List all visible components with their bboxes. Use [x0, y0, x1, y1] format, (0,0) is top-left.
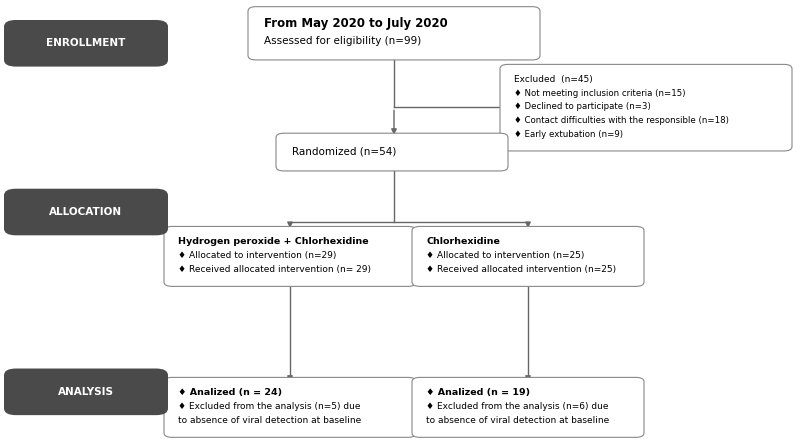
Text: Chlorhexidine: Chlorhexidine: [426, 237, 500, 246]
FancyBboxPatch shape: [412, 226, 644, 286]
Text: ♦ Contact difficulties with the responsible (n=18): ♦ Contact difficulties with the responsi…: [514, 116, 730, 125]
Text: Randomized (n=54): Randomized (n=54): [292, 146, 396, 156]
Text: ♦ Excluded from the analysis (n=6) due: ♦ Excluded from the analysis (n=6) due: [426, 402, 609, 411]
Text: ♦ Not meeting inclusion criteria (n=15): ♦ Not meeting inclusion criteria (n=15): [514, 89, 686, 98]
Text: ♦ Excluded from the analysis (n=5) due: ♦ Excluded from the analysis (n=5) due: [178, 402, 361, 411]
Text: ♦ Received allocated intervention (n= 29): ♦ Received allocated intervention (n= 29…: [178, 266, 371, 274]
Text: Hydrogen peroxide + Chlorhexidine: Hydrogen peroxide + Chlorhexidine: [178, 237, 369, 246]
Text: ALLOCATION: ALLOCATION: [50, 207, 122, 217]
Text: ENROLLMENT: ENROLLMENT: [46, 38, 126, 48]
FancyBboxPatch shape: [248, 7, 540, 60]
Text: ♦ Declined to participate (n=3): ♦ Declined to participate (n=3): [514, 103, 651, 111]
FancyBboxPatch shape: [276, 133, 508, 171]
Text: ♦ Analized (n = 24): ♦ Analized (n = 24): [178, 388, 282, 397]
Text: ♦ Allocated to intervention (n=29): ♦ Allocated to intervention (n=29): [178, 251, 337, 260]
FancyBboxPatch shape: [412, 377, 644, 437]
Text: Excluded  (n=45): Excluded (n=45): [514, 75, 593, 84]
Text: ♦ Allocated to intervention (n=25): ♦ Allocated to intervention (n=25): [426, 251, 585, 260]
Text: ♦ Early extubation (n=9): ♦ Early extubation (n=9): [514, 130, 623, 139]
FancyBboxPatch shape: [500, 64, 792, 151]
Text: ♦ Analized (n = 19): ♦ Analized (n = 19): [426, 388, 530, 397]
Text: to absence of viral detection at baseline: to absence of viral detection at baselin…: [426, 416, 610, 425]
Text: From May 2020 to July 2020: From May 2020 to July 2020: [264, 17, 448, 30]
FancyBboxPatch shape: [4, 20, 168, 67]
Text: ANALYSIS: ANALYSIS: [58, 387, 114, 397]
FancyBboxPatch shape: [4, 369, 168, 415]
Text: Assessed for eligibility (n=99): Assessed for eligibility (n=99): [264, 36, 422, 46]
Text: ♦ Received allocated intervention (n=25): ♦ Received allocated intervention (n=25): [426, 266, 617, 274]
FancyBboxPatch shape: [164, 377, 416, 437]
Text: to absence of viral detection at baseline: to absence of viral detection at baselin…: [178, 416, 362, 425]
FancyBboxPatch shape: [4, 189, 168, 235]
FancyBboxPatch shape: [164, 226, 416, 286]
